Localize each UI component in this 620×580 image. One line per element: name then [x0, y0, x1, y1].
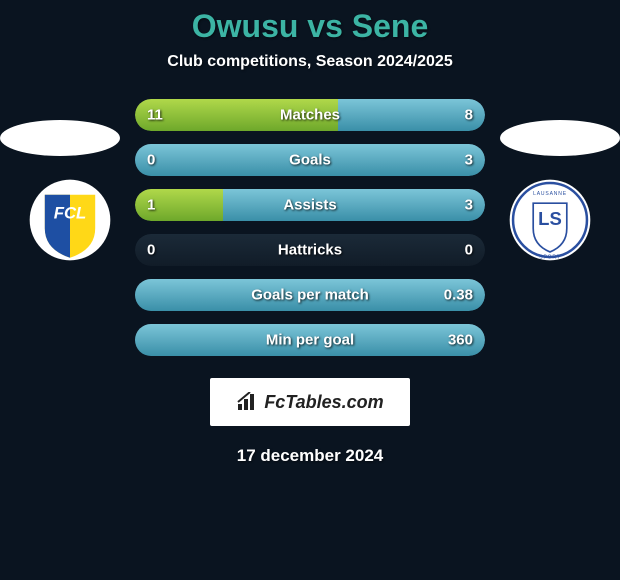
date-text: 17 december 2024 [237, 446, 384, 466]
stat-row: 0 3 Goals [135, 144, 485, 176]
player-avatar-right [500, 120, 620, 156]
stat-label: Matches [280, 107, 340, 124]
stats-list: 11 8 Matches 0 3 Goals 1 3 Assists 0 0 Hattricks 0.3… [135, 99, 485, 356]
comparison-card: Owusu vs Sene Club competitions, Season … [0, 0, 620, 580]
stat-row: 360 Min per goal [135, 324, 485, 356]
subtitle: Club competitions, Season 2024/2025 [167, 53, 452, 71]
stat-label: Goals [289, 152, 331, 169]
site-attribution: FcTables.com [210, 378, 410, 426]
stat-value-right: 360 [448, 332, 473, 349]
svg-text:FCL: FCL [54, 203, 87, 222]
stat-value-right: 0.38 [444, 287, 473, 304]
stat-value-left: 1 [147, 197, 155, 214]
stat-label: Goals per match [251, 287, 369, 304]
stat-value-right: 0 [465, 242, 473, 259]
svg-text:LS: LS [538, 208, 562, 229]
stat-row: 0.38 Goals per match [135, 279, 485, 311]
stat-label: Min per goal [266, 332, 354, 349]
stat-value-right: 8 [465, 107, 473, 124]
site-logo-icon [236, 392, 260, 412]
stat-label: Assists [283, 197, 336, 214]
stat-value-left: 11 [147, 107, 163, 124]
stat-label: Hattricks [278, 242, 342, 259]
stat-value-right: 3 [465, 152, 473, 169]
player-avatar-left [0, 120, 120, 156]
stat-row: 1 3 Assists [135, 189, 485, 221]
club-badge-right: LS LAUSANNE SPORT [500, 178, 600, 262]
stat-fill-right [338, 99, 485, 131]
page-title: Owusu vs Sene [192, 8, 429, 45]
stat-row: 11 8 Matches [135, 99, 485, 131]
stat-value-left: 0 [147, 152, 155, 169]
club-badge-left: FCL [20, 178, 120, 262]
svg-text:LAUSANNE: LAUSANNE [533, 191, 567, 197]
stat-fill-right [223, 189, 486, 221]
stat-row: 0 0 Hattricks [135, 234, 485, 266]
site-name: FcTables.com [264, 392, 383, 413]
svg-text:SPORT: SPORT [539, 255, 560, 261]
stat-value-left: 0 [147, 242, 155, 259]
stat-value-right: 3 [465, 197, 473, 214]
